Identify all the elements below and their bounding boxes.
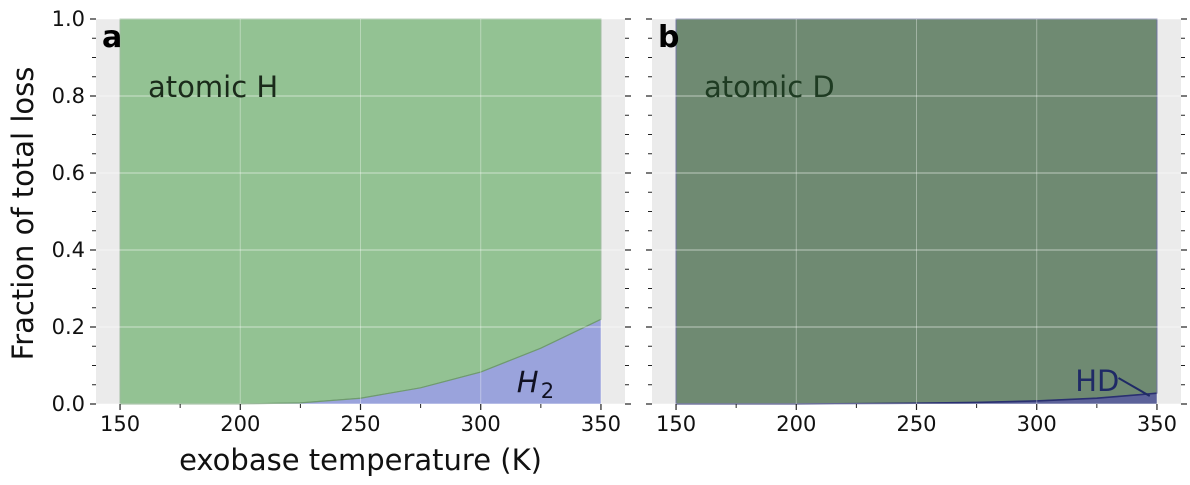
x-tick-label: 350 bbox=[581, 412, 621, 436]
y-tick-label: 0.4 bbox=[52, 238, 85, 262]
x-tick-label: 350 bbox=[1137, 412, 1177, 436]
x-tick-label: 250 bbox=[340, 412, 380, 436]
annotation-pointer bbox=[1117, 377, 1151, 397]
x-tick-label: 300 bbox=[461, 412, 501, 436]
annotation-atomic: atomic D bbox=[704, 70, 835, 104]
annotation-molecular-subscript: 2 bbox=[541, 379, 554, 403]
y-axis-title: Fraction of total loss bbox=[6, 67, 40, 361]
x-tick-label: 200 bbox=[776, 412, 816, 436]
y-tick-label: 0.8 bbox=[52, 84, 85, 108]
annotation-atomic: atomic H bbox=[148, 70, 278, 104]
area-h-2 bbox=[120, 319, 601, 404]
x-tick-label: 150 bbox=[656, 412, 696, 436]
y-tick-label: 1.0 bbox=[52, 7, 85, 31]
panel-label: a bbox=[102, 20, 122, 55]
x-axis-title: exobase temperature (K) bbox=[179, 443, 542, 477]
panel-label: b bbox=[658, 20, 679, 55]
x-tick-label: 250 bbox=[896, 412, 936, 436]
y-tick-label: 0.0 bbox=[52, 392, 85, 416]
panel-b: 150 200 250 300 350 b atomic D HD bbox=[646, 18, 1187, 436]
x-tick-label: 300 bbox=[1017, 412, 1057, 436]
annotation-molecular: HD bbox=[1075, 364, 1119, 398]
y-tick-label: 0.2 bbox=[52, 315, 85, 339]
y-tick-label: 0.6 bbox=[52, 161, 85, 185]
panel-a: 150 200 250 300 350 0.0 0.2 0.4 0.6 0.8 1.0 aatomic… bbox=[6, 7, 631, 477]
annotation-molecular: H bbox=[517, 365, 539, 399]
x-tick-label: 200 bbox=[220, 412, 260, 436]
x-tick-label: 150 bbox=[100, 412, 140, 436]
